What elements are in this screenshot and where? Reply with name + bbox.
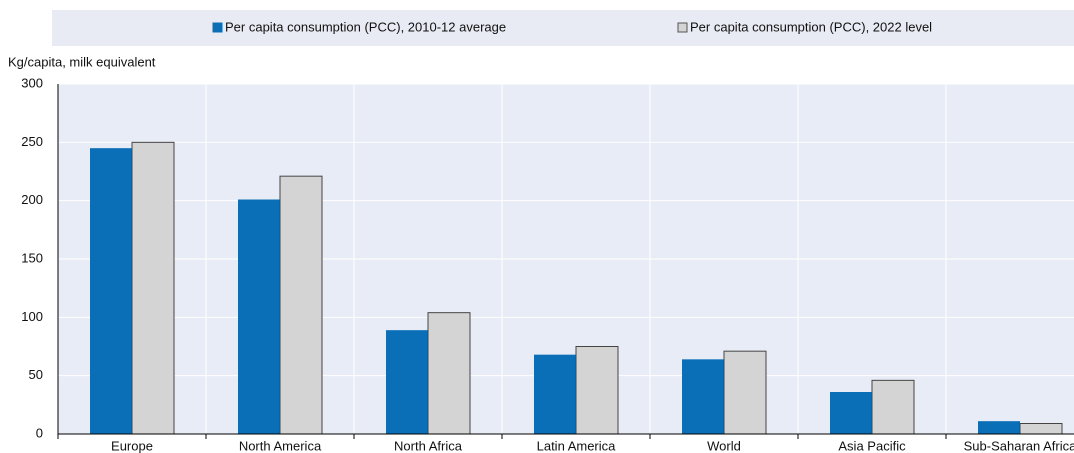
bar	[575, 346, 619, 435]
x-tick-label: Sub-Saharan Africa	[964, 438, 1074, 453]
bar	[871, 379, 915, 435]
x-tick-label: Latin America	[537, 438, 617, 453]
legend-label: Per capita consumption (PCC), 2022 level	[690, 19, 932, 34]
bar	[238, 199, 280, 434]
x-tick-label: North Africa	[394, 438, 463, 453]
bar	[978, 421, 1020, 434]
bar	[534, 354, 576, 434]
x-tick-label: Asia Pacific	[838, 438, 906, 453]
y-tick-label: 0	[36, 425, 43, 440]
x-tick-label: North America	[239, 438, 322, 453]
x-tick-label: World	[707, 438, 741, 453]
bar	[427, 312, 471, 435]
bar	[830, 392, 872, 434]
legend-swatch	[212, 22, 223, 33]
bar	[90, 148, 132, 434]
y-axis-label: Kg/capita, milk equivalent	[8, 54, 156, 69]
y-tick-label: 100	[21, 309, 43, 324]
x-tick-label: Europe	[111, 438, 153, 453]
bar	[723, 350, 767, 435]
y-tick-label: 150	[21, 250, 43, 265]
bar	[1019, 423, 1063, 435]
bar	[682, 359, 724, 434]
legend-label: Per capita consumption (PCC), 2010-12 av…	[225, 19, 506, 34]
legend-swatch	[677, 22, 688, 33]
y-tick-label: 200	[21, 192, 43, 207]
y-tick-label: 50	[29, 367, 43, 382]
bar	[279, 175, 323, 435]
y-tick-label: 250	[21, 134, 43, 149]
y-tick-label: 300	[21, 75, 43, 90]
bar	[386, 330, 428, 434]
bar	[131, 141, 175, 435]
